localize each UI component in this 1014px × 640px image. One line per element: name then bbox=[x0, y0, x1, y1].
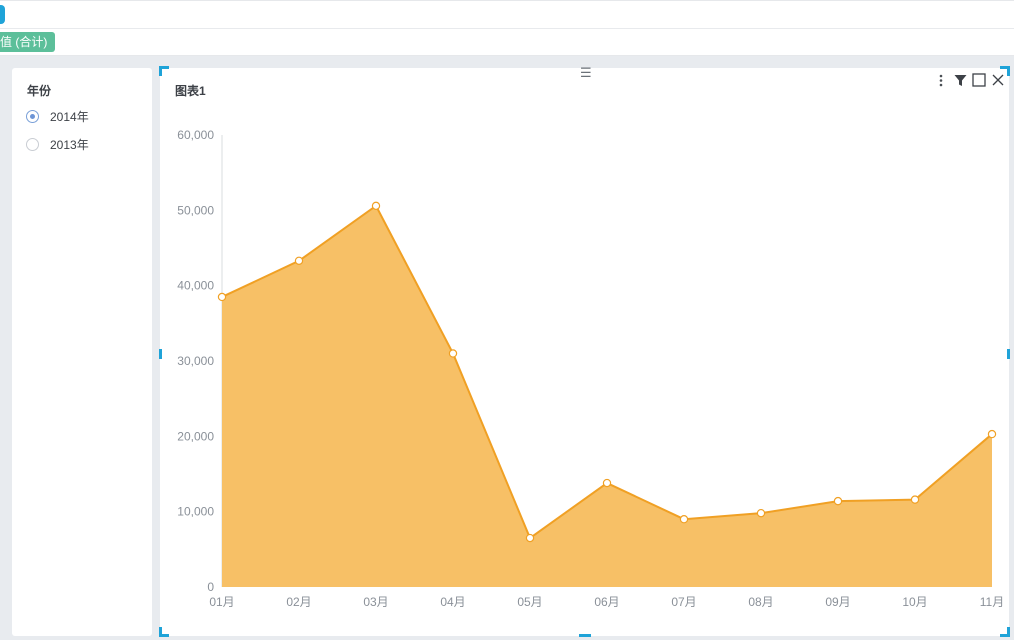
y-tick-label: 20,000 bbox=[177, 429, 214, 443]
x-tick-label: 08月 bbox=[748, 595, 773, 609]
top-border bbox=[0, 0, 1014, 1]
drag-handle-icon[interactable]: ☰ bbox=[580, 65, 592, 80]
resize-corner-tl[interactable] bbox=[159, 66, 169, 76]
radio-checked-icon[interactable] bbox=[26, 110, 39, 123]
chart-toolbar bbox=[931, 72, 1007, 88]
area-chart: 0 10,000 20,000 30,000 40,000 50,000 60,000 01月… bbox=[177, 128, 1004, 609]
data-point bbox=[371, 201, 381, 211]
value-field-pill[interactable]: 值 (合计) bbox=[0, 32, 55, 52]
area-fill bbox=[222, 205, 992, 587]
y-tick-label: 30,000 bbox=[177, 354, 214, 368]
y-tick-label: 10,000 bbox=[177, 505, 214, 519]
radio-option-2014[interactable]: 2014年 bbox=[26, 108, 89, 125]
x-tick-label: 02月 bbox=[286, 595, 311, 609]
x-tick-label: 03月 bbox=[363, 595, 388, 609]
more-icon[interactable] bbox=[932, 72, 950, 88]
y-tick-label: 0 bbox=[207, 580, 214, 594]
resize-handle-bottom[interactable] bbox=[579, 634, 591, 637]
data-point bbox=[910, 495, 920, 504]
y-tick-label: 60,000 bbox=[177, 128, 214, 142]
filter-title: 年份 bbox=[27, 84, 52, 98]
close-icon[interactable] bbox=[989, 72, 1007, 88]
chart-panel: 图表1 ☰ 0 10,000 20,000 30,000 40,000 50,000 60,… bbox=[160, 65, 1009, 636]
data-point bbox=[987, 429, 997, 439]
radio-label: 2013年 bbox=[50, 138, 89, 152]
resize-corner-bl[interactable] bbox=[159, 627, 169, 637]
y-tick-label: 50,000 bbox=[177, 203, 214, 217]
y-tick-label: 40,000 bbox=[177, 279, 214, 293]
x-tick-label: 07月 bbox=[671, 595, 696, 609]
active-tab-marker[interactable] bbox=[0, 5, 5, 24]
top-toolbar-strip bbox=[0, 0, 1014, 29]
x-tick-label: 05月 bbox=[517, 595, 542, 609]
field-row: 值 (合计) bbox=[0, 29, 1014, 56]
x-tick-label: 11月 bbox=[980, 595, 1004, 609]
maximize-icon[interactable] bbox=[970, 72, 988, 88]
radio-unchecked-icon[interactable] bbox=[26, 138, 39, 151]
x-tick-label: 04月 bbox=[440, 595, 465, 609]
data-point bbox=[525, 533, 535, 543]
data-point bbox=[294, 256, 304, 266]
resize-corner-tr[interactable] bbox=[1000, 66, 1010, 76]
filter-icon[interactable] bbox=[951, 72, 969, 88]
radio-label: 2014年 bbox=[50, 110, 89, 124]
data-point bbox=[756, 508, 766, 518]
year-filter-panel: 年份 2014年 2013年 bbox=[12, 68, 152, 636]
x-tick-label: 06月 bbox=[594, 595, 619, 609]
x-tick-label: 01月 bbox=[209, 595, 234, 609]
resize-corner-br[interactable] bbox=[1000, 627, 1010, 637]
data-point bbox=[833, 496, 843, 506]
data-point bbox=[679, 515, 689, 524]
data-point bbox=[602, 478, 612, 488]
x-tick-label: 09月 bbox=[825, 595, 850, 609]
resize-handle-right[interactable] bbox=[1007, 349, 1010, 359]
radio-option-2013[interactable]: 2013年 bbox=[26, 136, 89, 153]
data-point bbox=[217, 292, 227, 302]
x-tick-label: 10月 bbox=[902, 595, 927, 609]
resize-handle-left[interactable] bbox=[159, 349, 162, 359]
chart-title: 图表1 bbox=[175, 84, 206, 98]
data-point bbox=[448, 349, 458, 358]
